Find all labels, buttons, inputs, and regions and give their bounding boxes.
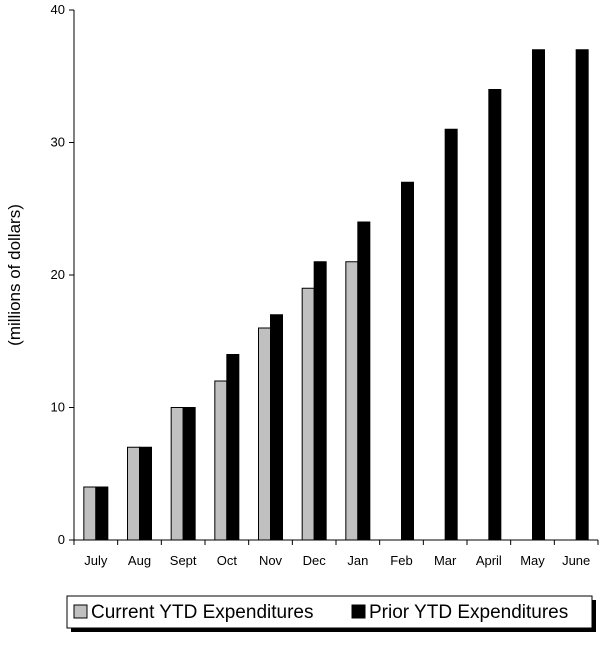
x-category-label: Mar [434, 553, 457, 568]
x-category-label: Nov [259, 553, 283, 568]
x-axis-labels: July Aug Sept Oct Nov Dec Jan Feb Mar April May Jun… [73, 540, 599, 568]
bar-prior-sept [182, 407, 196, 541]
bar-prior-july [95, 486, 109, 541]
legend: Current YTD Expenditures Prior YTD Expen… [66, 595, 596, 632]
bar-prior-feb [401, 181, 414, 541]
y-tick-label: 10 [51, 400, 65, 415]
bar-prior-mar [444, 128, 458, 541]
x-category-label: Oct [217, 553, 238, 568]
legend-swatch-prior [351, 604, 366, 619]
legend-label-current: Current YTD Expenditures [91, 602, 313, 623]
bar-current-sept [170, 407, 184, 541]
bar-current-nov [258, 327, 271, 541]
x-category-label: Sept [170, 553, 197, 568]
bar-prior-june [575, 49, 589, 541]
y-axis-title: (millions of dollars) [5, 204, 24, 346]
bar-current-jan [345, 261, 359, 541]
bar-prior-aug [139, 446, 152, 541]
bar-prior-nov [270, 314, 283, 541]
y-tick-label: 0 [58, 532, 65, 547]
x-category-label: Aug [128, 553, 151, 568]
x-category-label: May [520, 553, 545, 568]
bar-current-july [83, 486, 97, 541]
bar-current-aug [127, 446, 140, 541]
bars [83, 49, 589, 541]
bar-prior-may [532, 49, 545, 541]
bar-prior-jan [357, 221, 371, 541]
bar-prior-dec [313, 261, 327, 541]
bar-current-dec [301, 287, 315, 541]
x-category-label: Feb [390, 553, 412, 568]
x-category-label: Jan [347, 553, 368, 568]
bar-prior-oct [226, 354, 240, 541]
y-axis-ticks: 0 10 20 30 40 [51, 2, 74, 547]
x-category-label: June [562, 553, 590, 568]
legend-label-prior: Prior YTD Expenditures [369, 602, 568, 623]
legend-box [66, 595, 593, 629]
bar-prior-april [488, 89, 502, 541]
x-category-label: Dec [303, 553, 327, 568]
legend-swatch-current [73, 604, 88, 619]
x-category-label: July [84, 553, 108, 568]
bar-current-oct [214, 380, 228, 541]
x-category-label: April [476, 553, 502, 568]
y-tick-label: 40 [51, 2, 65, 17]
y-tick-label: 30 [51, 135, 65, 150]
y-tick-label: 20 [51, 267, 65, 282]
